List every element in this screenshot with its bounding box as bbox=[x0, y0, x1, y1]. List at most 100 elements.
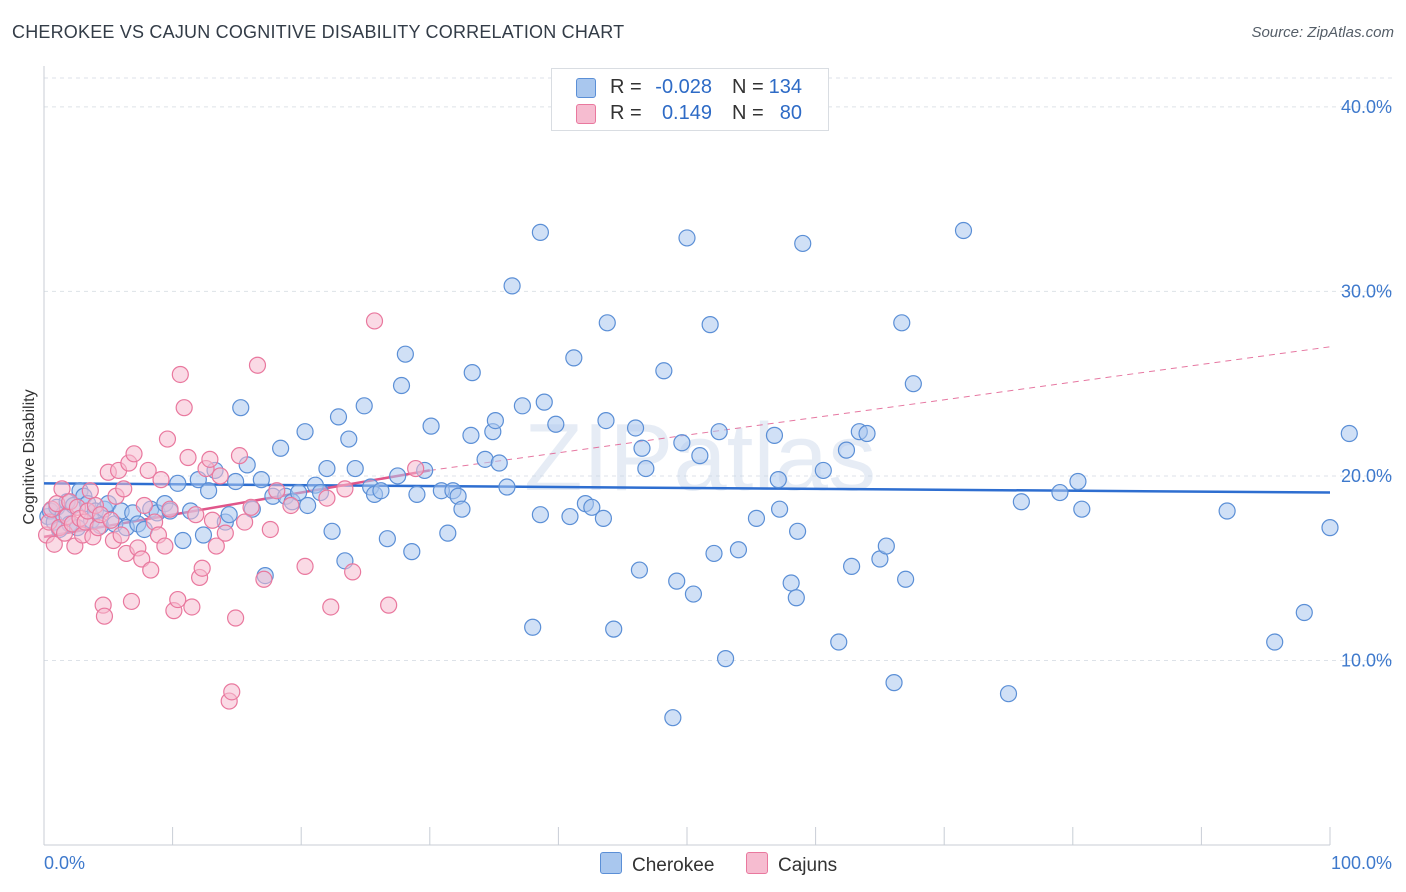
cajun-point bbox=[365, 312, 384, 330]
cherokee-point bbox=[220, 506, 238, 524]
cajun-point bbox=[230, 447, 249, 465]
cajun-point bbox=[152, 471, 170, 489]
cherokee-point bbox=[290, 483, 308, 502]
cherokee-point bbox=[637, 459, 655, 478]
cajun-point bbox=[142, 561, 160, 579]
cajun-point bbox=[261, 520, 279, 539]
legend-label: Cajuns bbox=[778, 855, 838, 876]
cherokee-point bbox=[486, 411, 504, 430]
cajun-point bbox=[161, 500, 179, 518]
cajun-point bbox=[133, 550, 151, 568]
n-label: N = bbox=[732, 76, 764, 98]
cherokee-point bbox=[765, 426, 784, 444]
grid-lines bbox=[44, 77, 1392, 661]
cherokee-point bbox=[227, 472, 245, 491]
axes bbox=[43, 66, 1331, 846]
r-value: -0.028 bbox=[655, 76, 712, 98]
cajun-point bbox=[248, 356, 267, 374]
cherokee-point bbox=[782, 574, 800, 592]
correlation-legend: R = -0.028 N = 134 R = 0.149 N = 80 bbox=[551, 68, 829, 131]
cherokee-point bbox=[999, 685, 1018, 703]
cherokee-point bbox=[794, 234, 812, 253]
cherokee-point bbox=[403, 543, 421, 561]
n-label: N = bbox=[732, 102, 764, 124]
cajun-point bbox=[296, 557, 314, 575]
cherokee-point bbox=[396, 345, 414, 363]
cajun-point bbox=[318, 489, 336, 507]
y-axis-label: Cognitive Disability bbox=[21, 389, 38, 524]
cherokee-point bbox=[1051, 483, 1069, 502]
y-tick-label: 20.0% bbox=[1341, 466, 1392, 486]
cherokee-point bbox=[1321, 519, 1339, 537]
legend-row-cherokee: R = -0.028 N = 134 bbox=[552, 75, 828, 101]
cajun-point bbox=[125, 445, 143, 463]
cherokee-point bbox=[788, 522, 807, 540]
cherokee-point bbox=[814, 461, 832, 480]
cherokee-point bbox=[463, 364, 481, 382]
legend-item-cajuns[interactable]: Cajuns bbox=[746, 852, 837, 877]
chart-title: CHEROKEE VS CAJUN COGNITIVE DISABILITY C… bbox=[12, 22, 625, 42]
cherokee-point bbox=[664, 709, 682, 727]
cherokee-point bbox=[877, 537, 895, 555]
cherokee-point bbox=[531, 223, 549, 241]
cherokee-point bbox=[701, 316, 719, 334]
cherokee-point bbox=[954, 221, 973, 240]
cajun-point bbox=[115, 480, 133, 498]
tick-labels: 10.0% 20.0% 30.0% 40.0% 0.0% 100.0% bbox=[44, 97, 1392, 873]
cherokee-point bbox=[378, 530, 396, 548]
r-label: R = bbox=[610, 102, 642, 124]
cajuns-swatch bbox=[576, 104, 596, 124]
cherokee-point bbox=[329, 408, 348, 426]
cajun-point bbox=[135, 496, 153, 515]
cherokee-point bbox=[296, 423, 314, 441]
cherokee-point bbox=[318, 459, 336, 478]
cajun-point bbox=[380, 596, 398, 614]
cherokee-point bbox=[439, 524, 457, 542]
cherokee-swatch bbox=[600, 852, 622, 874]
cherokee-point bbox=[837, 441, 856, 459]
cherokee-point bbox=[476, 450, 494, 468]
cherokee-point bbox=[408, 485, 426, 504]
cajuns-swatch bbox=[746, 852, 768, 874]
data-points bbox=[37, 221, 1358, 727]
cherokee-point bbox=[232, 399, 250, 417]
cajun-point bbox=[171, 365, 189, 384]
cherokee-point bbox=[169, 474, 187, 492]
cajun-point bbox=[156, 537, 174, 555]
cajun-point bbox=[169, 590, 187, 609]
cherokee-point bbox=[787, 589, 805, 607]
cherokee-point bbox=[1266, 633, 1284, 651]
cherokee-point bbox=[252, 471, 270, 489]
cajun-point bbox=[407, 459, 425, 478]
cherokee-point bbox=[340, 430, 358, 448]
cherokee-point bbox=[705, 544, 723, 563]
cajun-point bbox=[223, 683, 241, 701]
cherokee-point bbox=[858, 424, 876, 443]
cherokee-point bbox=[597, 411, 615, 430]
cherokee-point bbox=[1295, 603, 1313, 622]
cajun-point bbox=[227, 609, 245, 627]
cherokee-point bbox=[678, 229, 696, 247]
cajun-point bbox=[236, 513, 254, 531]
cajun-point bbox=[175, 399, 193, 417]
cherokee-point bbox=[830, 633, 848, 651]
cherokee-point bbox=[498, 478, 516, 496]
cherokee-point bbox=[655, 362, 673, 380]
cajun-point bbox=[282, 496, 300, 515]
cherokee-swatch bbox=[576, 78, 596, 98]
cherokee-point bbox=[630, 561, 649, 579]
cherokee-point bbox=[561, 507, 579, 526]
cherokee-point bbox=[1340, 424, 1358, 443]
cajun-trend-extension bbox=[429, 346, 1331, 471]
legend-item-cherokee[interactable]: Cherokee bbox=[600, 852, 714, 877]
cajun-point bbox=[179, 448, 197, 467]
cajun-point bbox=[139, 461, 157, 480]
cherokee-point bbox=[583, 498, 601, 516]
cherokee-point bbox=[893, 314, 911, 332]
cajun-point bbox=[216, 524, 234, 542]
y-tick-label: 40.0% bbox=[1341, 97, 1392, 117]
cajun-point bbox=[255, 570, 273, 588]
cherokee-point bbox=[346, 459, 364, 478]
cherokee-point bbox=[299, 496, 317, 515]
legend-row-cajuns: R = 0.149 N = 80 bbox=[552, 101, 828, 127]
